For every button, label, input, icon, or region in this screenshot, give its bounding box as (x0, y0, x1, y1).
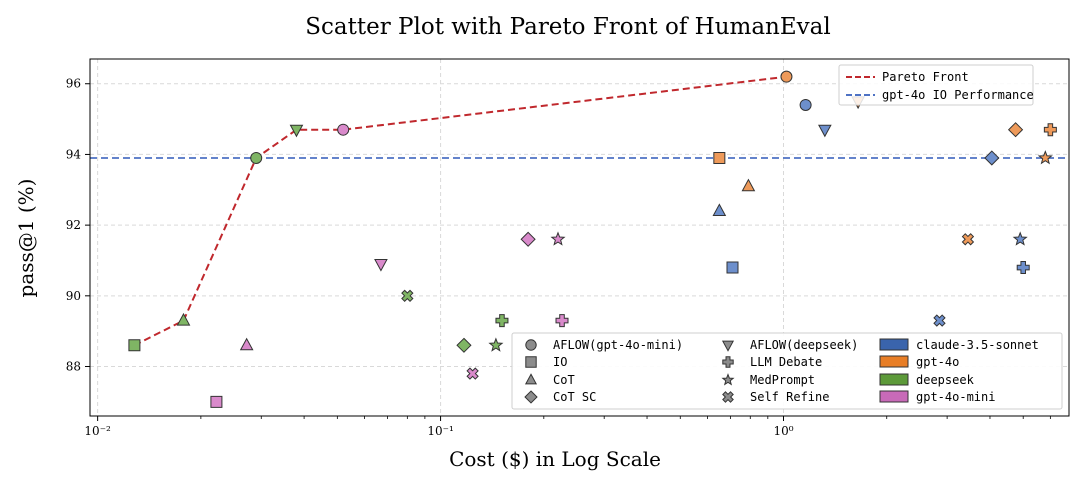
x-tick-label: 10⁰ (773, 424, 793, 438)
x-tick-label: 10⁻² (84, 424, 111, 438)
legend-marker (524, 373, 538, 385)
data-point (713, 151, 726, 164)
data-point (1043, 123, 1057, 137)
data-point (128, 339, 141, 352)
data-point (250, 151, 263, 164)
pareto-front-line (133, 75, 787, 347)
legend-lines: Pareto Front gpt-4o IO Performance (838, 64, 1034, 106)
data-point (1012, 231, 1028, 246)
data-point (550, 231, 566, 246)
legend-marker (525, 339, 537, 351)
legend-label: claude-3.5-sonnet (916, 338, 1039, 352)
y-axis-title: pass@1 (%) (14, 179, 38, 298)
data-point (495, 314, 509, 328)
data-point (1007, 122, 1024, 138)
legend-label: AFLOW(deepseek) (750, 338, 858, 352)
data-point (289, 124, 304, 138)
legend-marker (722, 356, 734, 368)
legend-color-swatch (879, 373, 909, 386)
data-point (712, 203, 727, 216)
data-point (1016, 261, 1030, 275)
legend-label: LLM Debate (750, 355, 822, 369)
plot-area-frame (89, 58, 1070, 417)
data-point (337, 123, 350, 136)
legend-label: Pareto Front (882, 70, 969, 84)
y-tick-label: 96 (66, 77, 81, 91)
legend-marker (721, 340, 735, 352)
data-point (456, 337, 472, 353)
legend-box (838, 64, 1034, 106)
legend-color-swatch (879, 338, 909, 351)
y-tick-label: 94 (66, 147, 82, 161)
legend-label: CoT SC (553, 390, 596, 404)
legend-marker (525, 356, 537, 368)
data-point (799, 98, 812, 111)
legend-marker (524, 390, 538, 404)
x-tick-label: 10⁻¹ (427, 424, 453, 438)
data-points (128, 70, 1057, 408)
legend-label: gpt-4o-mini (916, 390, 995, 404)
data-point (1037, 150, 1053, 165)
data-point (210, 395, 223, 408)
data-point (176, 312, 191, 326)
legend-label: deepseek (916, 373, 975, 387)
data-point (780, 70, 793, 83)
legend-label: AFLOW(gpt-4o-mini) (553, 338, 683, 352)
data-point (239, 337, 254, 351)
data-point (818, 124, 832, 138)
legend-label: gpt-4o IO Performance (882, 88, 1034, 102)
legend-marker (722, 391, 734, 403)
data-point (520, 231, 536, 247)
legend-marker (721, 373, 735, 386)
legend-color-swatch (879, 355, 909, 368)
y-tick-label: 90 (66, 289, 81, 303)
legend-label: CoT (553, 373, 575, 387)
data-point (401, 289, 414, 303)
data-point (374, 259, 388, 272)
data-point (466, 367, 479, 380)
data-point (984, 150, 1000, 166)
legend-label: MedPrompt (750, 373, 815, 387)
axis-ticks: 10⁻² 10⁻¹ 10⁰ 88 90 92 94 96 (66, 77, 1051, 438)
y-tick-label: 88 (66, 360, 81, 374)
chart-title: Scatter Plot with Pareto Front of HumanE… (305, 14, 830, 40)
data-point (488, 337, 504, 352)
data-point (933, 314, 946, 327)
legend-label: IO (553, 355, 567, 369)
legend-box (511, 332, 1063, 410)
data-point (555, 314, 569, 328)
data-point (961, 233, 975, 246)
legend-methods-models: AFLOW(gpt-4o-mini) IO CoT CoT SC AFLOW(deeps… (511, 332, 1063, 410)
legend-color-swatch (879, 390, 909, 403)
data-point (726, 261, 739, 274)
x-axis-title: Cost ($) in Log Scale (449, 447, 661, 471)
y-tick-label: 92 (66, 218, 81, 232)
legend-label: gpt-4o (916, 355, 959, 369)
legend-label: Self Refine (750, 390, 829, 404)
reference-lines (90, 75, 1069, 347)
data-point (741, 178, 756, 192)
